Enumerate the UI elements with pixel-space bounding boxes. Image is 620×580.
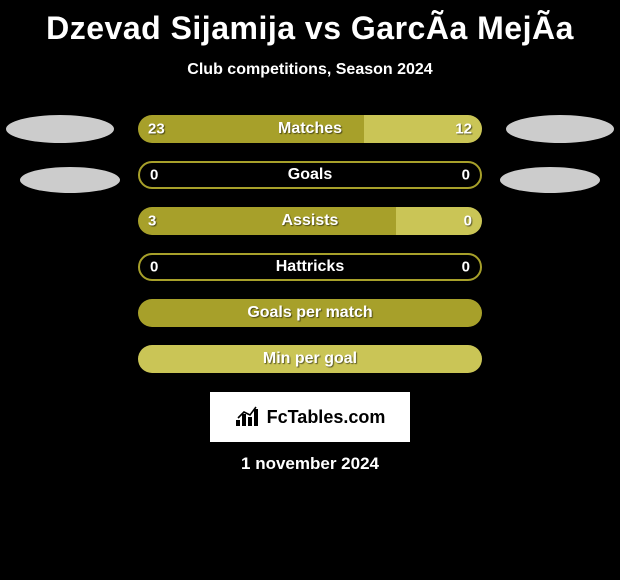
- logo-bars-icon: [235, 406, 261, 428]
- stat-right-value: 0: [462, 167, 470, 184]
- date-label: 1 november 2024: [0, 454, 620, 474]
- player-left-shape-2: [20, 167, 120, 193]
- stat-left-value: 23: [148, 121, 165, 138]
- player-right-shape-2: [500, 167, 600, 193]
- logo-box: FcTables.com: [210, 392, 410, 442]
- player-left-shape-1: [6, 115, 114, 143]
- stat-row: 00Hattricks: [138, 253, 482, 281]
- stat-row: Goals per match: [138, 299, 482, 327]
- stat-left-bar: 23: [138, 115, 364, 143]
- stat-left-bar: 0: [140, 255, 310, 279]
- stat-row: 00Goals: [138, 161, 482, 189]
- stat-bars: 2312Matches00Goals30Assists00HattricksGo…: [138, 115, 482, 391]
- page-title: Dzevad Sijamija vs GarcÃ­a MejÃ­a: [0, 0, 620, 47]
- stat-left-value: 0: [150, 167, 158, 184]
- stat-right-bar: 0: [310, 255, 480, 279]
- stat-right-value: 0: [464, 213, 472, 230]
- stat-left-bar: [138, 299, 482, 327]
- stat-row: Min per goal: [138, 345, 482, 373]
- stat-left-value: 0: [150, 259, 158, 276]
- stat-right-bar: 0: [310, 163, 480, 187]
- subtitle: Club competitions, Season 2024: [0, 61, 620, 79]
- stat-right-bar: 0: [396, 207, 482, 235]
- player-right-shape-1: [506, 115, 614, 143]
- stat-left-value: 3: [148, 213, 156, 230]
- logo-text: FcTables.com: [267, 407, 386, 428]
- stat-right-bar: [138, 345, 482, 373]
- stat-right-value: 0: [462, 259, 470, 276]
- stat-row: 30Assists: [138, 207, 482, 235]
- stat-right-bar: 12: [364, 115, 482, 143]
- stat-row: 2312Matches: [138, 115, 482, 143]
- stat-left-bar: 3: [138, 207, 396, 235]
- stat-left-bar: 0: [140, 163, 310, 187]
- stat-right-value: 12: [455, 121, 472, 138]
